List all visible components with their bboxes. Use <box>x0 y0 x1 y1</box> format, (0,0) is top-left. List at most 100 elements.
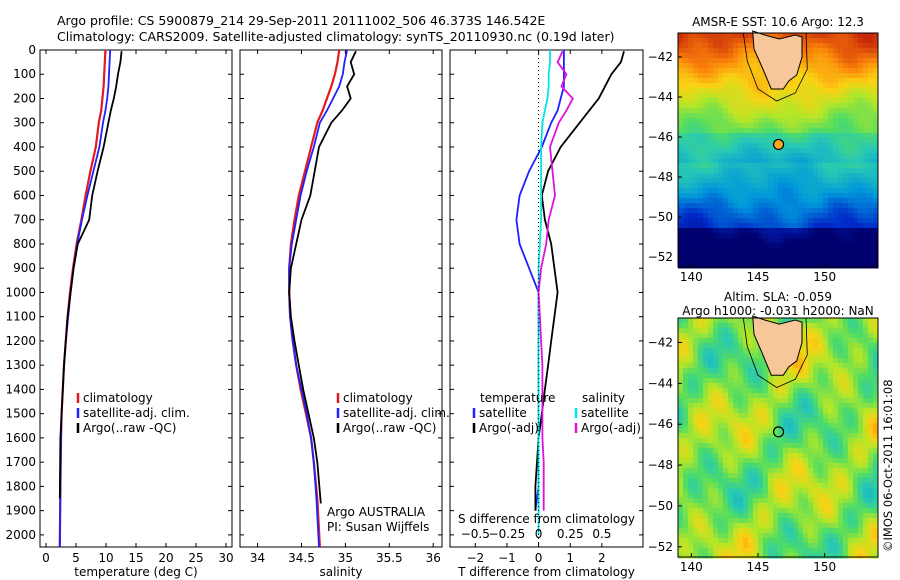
map-cell <box>833 398 839 404</box>
map-cell <box>763 173 769 179</box>
map-subtitle: Argo h1000: -0.031 h2000: NaN <box>682 304 874 318</box>
map-cell <box>703 363 709 369</box>
map-cell <box>843 108 849 114</box>
map-cell <box>838 213 844 219</box>
map-cell <box>738 343 744 349</box>
map-cell <box>703 98 709 104</box>
map-cell <box>793 393 799 399</box>
map-cell <box>778 198 784 204</box>
map-cell <box>868 93 874 99</box>
y-tick-label: 1400 <box>5 382 36 396</box>
map-cell <box>763 543 769 549</box>
map-cell <box>753 503 759 509</box>
map-cell <box>828 483 834 489</box>
map-cell <box>728 88 734 94</box>
map-cell <box>758 68 764 74</box>
map-cell <box>873 103 879 109</box>
map-cell <box>813 553 819 559</box>
map-cell <box>718 188 724 194</box>
x-tick-label: 10 <box>98 551 113 565</box>
map-cell <box>693 113 699 119</box>
map-cell <box>688 443 694 449</box>
map-cell <box>868 98 874 104</box>
map-cell <box>798 413 804 419</box>
map-cell <box>788 463 794 469</box>
map-cell <box>838 463 844 469</box>
map-cell <box>678 128 684 134</box>
map-cell <box>708 88 714 94</box>
map-cell <box>713 193 719 199</box>
map-cell <box>733 53 739 59</box>
map-cell <box>733 478 739 484</box>
map-cell <box>813 258 819 264</box>
map-cell <box>863 533 869 539</box>
map-cell <box>718 233 724 239</box>
map-cell <box>818 483 824 489</box>
map-cell <box>748 198 754 204</box>
map-cell <box>738 93 744 99</box>
map-cell <box>698 478 704 484</box>
map-cell <box>773 118 779 124</box>
map-cell <box>768 508 774 514</box>
map-cell <box>808 258 814 264</box>
map-cell <box>838 253 844 259</box>
map-cell <box>858 138 864 144</box>
map-cell <box>808 213 814 219</box>
map-cell <box>733 498 739 504</box>
map-cell <box>788 443 794 449</box>
map-cell <box>813 53 819 59</box>
map-cell <box>798 513 804 519</box>
map-cell <box>798 148 804 154</box>
map-cell <box>813 548 819 554</box>
map-cell <box>688 173 694 179</box>
map-cell <box>733 203 739 209</box>
map-cell <box>793 168 799 174</box>
map-cell <box>858 258 864 264</box>
map-cell <box>838 178 844 184</box>
map-cell <box>813 238 819 244</box>
map-cell <box>688 128 694 134</box>
map-cell <box>678 243 684 249</box>
map-cell <box>713 468 719 474</box>
map-cell <box>683 68 689 74</box>
map-cell <box>713 368 719 374</box>
map-cell <box>783 418 789 424</box>
map-cell <box>788 478 794 484</box>
map-cell <box>763 88 769 94</box>
map-cell <box>688 483 694 489</box>
map-cell <box>873 203 879 209</box>
map-cell <box>758 113 764 119</box>
map-cell <box>858 338 864 344</box>
map-cell <box>858 38 864 44</box>
map-cell <box>848 453 854 459</box>
map-cell <box>828 208 834 214</box>
map-cell <box>703 38 709 44</box>
map-cell <box>873 343 879 349</box>
map-cell <box>703 433 709 439</box>
map-cell <box>708 553 714 559</box>
map-cell <box>783 398 789 404</box>
map-frame <box>677 32 879 268</box>
map-cell <box>708 193 714 199</box>
map-cell <box>708 243 714 249</box>
map-cell <box>858 113 864 119</box>
map-cell <box>698 158 704 164</box>
map-cell <box>723 413 729 419</box>
map-cell <box>863 238 869 244</box>
map-cell <box>813 318 819 324</box>
map-cell <box>798 363 804 369</box>
map-cell <box>813 248 819 254</box>
map-cell <box>803 218 809 224</box>
map-cell <box>868 258 874 264</box>
map-cell <box>763 433 769 439</box>
map-cell <box>763 368 769 374</box>
map-cell <box>743 433 749 439</box>
map-cell <box>768 208 774 214</box>
map-cell <box>678 353 684 359</box>
map-cell <box>808 483 814 489</box>
map-cell <box>803 363 809 369</box>
map-cell <box>728 218 734 224</box>
map-cell <box>738 193 744 199</box>
map-cell <box>788 148 794 154</box>
map-cell <box>678 388 684 394</box>
